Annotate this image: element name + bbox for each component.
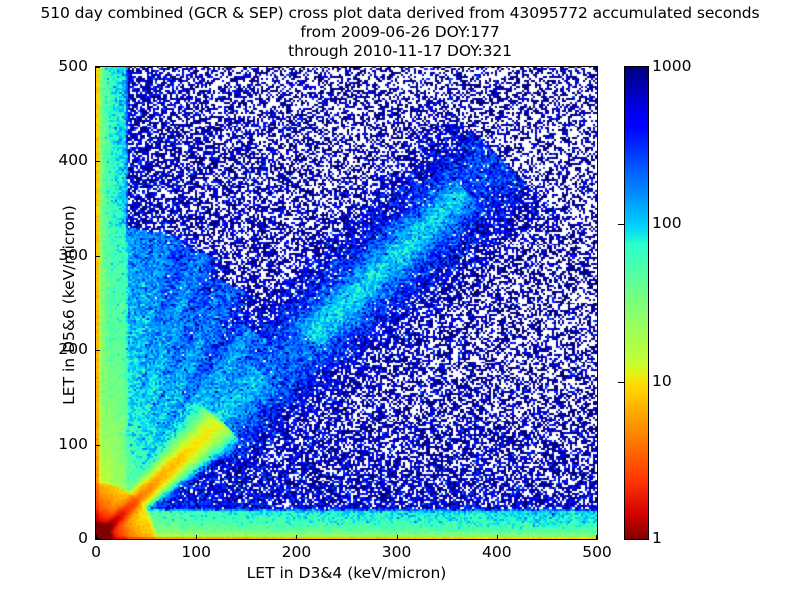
x-tick-label: 0 [91, 543, 101, 561]
y-tick-mark [96, 256, 100, 257]
colorbar-tick-label: 100 [652, 214, 682, 233]
x-tick-label: 200 [281, 543, 312, 561]
y-axis-label: LET in D5&6 (keV/micron) [60, 205, 78, 405]
colorbar-tick-mark [618, 224, 624, 225]
heatmap-canvas [96, 67, 597, 539]
y-tick-label: 0 [78, 529, 88, 547]
x-tick-mark [497, 535, 498, 539]
y-tick-label: 300 [58, 245, 88, 264]
x-tick-label: 400 [482, 543, 512, 561]
x-tick-mark [96, 535, 97, 539]
x-tick-label: 500 [582, 543, 612, 561]
x-tick-label: 300 [381, 543, 412, 561]
colorbar-tick-mark [618, 382, 624, 383]
x-tick-mark [596, 535, 597, 539]
x-tick-mark [397, 535, 398, 539]
y-tick-mark [96, 538, 100, 539]
plot-axes [95, 66, 598, 540]
title-line-1: 510 day combined (GCR & SEP) cross plot … [40, 4, 760, 22]
chart-title: 510 day combined (GCR & SEP) cross plot … [0, 4, 800, 61]
title-line-3: through 2010-11-17 DOY:321 [288, 42, 512, 60]
x-tick-mark [296, 535, 297, 539]
colorbar [624, 66, 649, 540]
y-tick-label: 200 [58, 340, 88, 359]
y-tick-label: 500 [58, 57, 88, 75]
y-tick-mark [96, 445, 100, 446]
y-tick-label: 100 [58, 434, 88, 453]
x-axis-label: LET in D3&4 (keV/micron) [246, 564, 447, 582]
y-tick-mark [96, 350, 100, 351]
x-tick-mark [196, 535, 197, 539]
y-tick-mark [96, 67, 100, 68]
colorbar-tick-label: 1000 [652, 57, 692, 75]
y-tick-mark [96, 161, 100, 162]
title-line-2: from 2009-06-26 DOY:177 [300, 23, 500, 41]
colorbar-gradient [625, 67, 648, 539]
y-tick-label: 400 [58, 151, 88, 170]
x-tick-label: 100 [181, 543, 211, 561]
colorbar-tick-label: 1 [652, 529, 662, 547]
colorbar-tick-label: 10 [652, 371, 672, 390]
